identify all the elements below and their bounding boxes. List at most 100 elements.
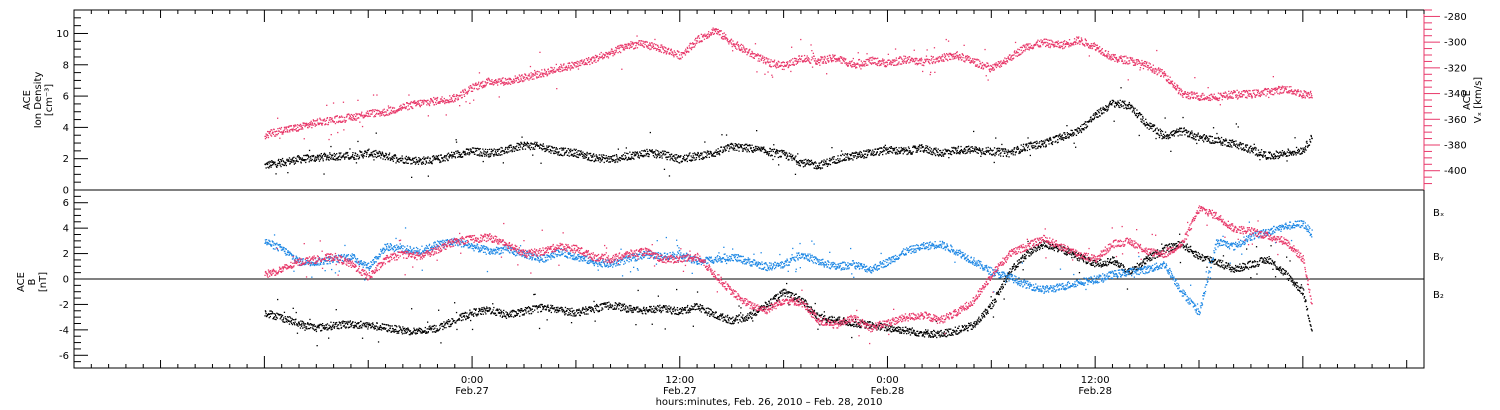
density-series-point: [313, 155, 315, 157]
vx-series-point: [1000, 64, 1002, 66]
density-series-point: [1045, 144, 1047, 146]
density-series-point: [698, 156, 700, 158]
vx-series-point: [740, 49, 742, 52]
density-series-point: [1065, 135, 1067, 138]
density-series-point: [773, 148, 776, 150]
density-series-point: [369, 153, 372, 156]
density-series-point: [1180, 130, 1182, 133]
density-series-point: [1271, 154, 1273, 156]
density-series-point: [489, 148, 491, 150]
density-series-point: [1306, 140, 1308, 142]
vx-series-point: [832, 54, 834, 56]
density-series-point: [1022, 149, 1024, 151]
density-series-point: [395, 155, 397, 157]
vx-series-point: [450, 97, 452, 99]
vx-series-point: [841, 56, 843, 58]
density-series-point: [915, 146, 917, 148]
vx-series-point: [717, 28, 719, 31]
density-series-point: [918, 146, 920, 148]
vx-series-point: [304, 122, 306, 124]
density-series-point: [605, 160, 608, 162]
density-series-point: [627, 153, 629, 155]
density-series-point: [813, 163, 815, 165]
vx-series-point: [939, 57, 942, 59]
vx-series-point: [867, 64, 869, 66]
vx-series-point: [677, 57, 679, 59]
density-series-point: [1140, 120, 1142, 123]
vx-series-point: [924, 59, 926, 61]
vx-series-point: [443, 100, 445, 102]
density-series-point: [1149, 122, 1151, 124]
density-series-point: [1119, 106, 1121, 109]
density-series-point: [1080, 125, 1082, 127]
density-series-point: [391, 155, 393, 158]
vx-series-point: [817, 58, 819, 60]
density-series-point: [507, 148, 509, 151]
density-series-point: [793, 159, 795, 161]
vx-series-point: [488, 79, 490, 81]
density-series-point: [373, 159, 375, 161]
density-series-point: [847, 157, 849, 159]
density-series-point: [316, 156, 318, 158]
vx-series-point: [1001, 62, 1003, 64]
density-series-point: [347, 151, 349, 154]
density-series-point: [448, 157, 450, 159]
density-series-point: [1122, 100, 1124, 102]
density-series-point: [1151, 127, 1153, 130]
density-series-point: [1228, 142, 1230, 144]
vx-series-point: [664, 51, 666, 53]
vx-series-point: [342, 120, 344, 123]
vx-series-point: [608, 53, 610, 55]
vx-series-point: [470, 85, 472, 87]
density-series-point: [630, 158, 632, 161]
density-series-point: [535, 144, 537, 147]
vx-series-point: [585, 57, 588, 60]
density-series-point: [277, 164, 279, 167]
density-series-point: [540, 162, 542, 164]
density-series-point: [825, 162, 827, 164]
density-series-point: [543, 145, 545, 147]
density-series-point: [1005, 155, 1007, 157]
vx-series-point: [390, 109, 393, 111]
density-series-point: [868, 150, 870, 152]
density-series-point: [853, 152, 855, 154]
density-series-point: [1024, 149, 1027, 151]
vx-series-point: [291, 129, 294, 131]
density-series-point: [1201, 136, 1203, 138]
vx-series-point: [739, 49, 741, 51]
vx-series-point: [540, 76, 542, 78]
density-series-point: [1116, 103, 1118, 105]
density-series-point: [314, 157, 316, 159]
vx-series-point: [648, 47, 650, 49]
density-series-point: [915, 148, 918, 150]
vx-series-point: [744, 51, 747, 53]
density-series-point: [980, 151, 982, 154]
density-series-point: [1249, 147, 1251, 149]
vx-series-point: [810, 62, 812, 64]
vx-series-point: [650, 45, 652, 47]
vx-series-point: [659, 50, 661, 52]
density-series-point: [669, 154, 671, 156]
density-series-point: [715, 151, 717, 153]
density-series-point: [1097, 116, 1099, 118]
vx-series-point: [980, 63, 982, 65]
vx-series-point: [401, 106, 403, 109]
vx-series-point: [1025, 44, 1027, 46]
vx-series-point: [618, 50, 621, 53]
density-series-point: [1101, 113, 1103, 115]
density-series-point: [750, 147, 752, 149]
vx-series-point: [660, 46, 662, 48]
density-series-point: [588, 159, 590, 161]
density-series-point: [1076, 128, 1078, 130]
vx-series-point: [1007, 56, 1009, 58]
density-series-point: [835, 162, 837, 164]
vx-series-point: [746, 51, 749, 53]
vx-series-point: [659, 49, 661, 51]
vx-series-point: [816, 60, 819, 62]
density-series-point: [1133, 111, 1135, 113]
vx-series-point: [838, 58, 840, 60]
density-series-point: [1157, 133, 1159, 135]
vx-series-point: [821, 58, 823, 60]
density-series-point: [890, 147, 892, 149]
vx-series-point: [993, 69, 995, 71]
